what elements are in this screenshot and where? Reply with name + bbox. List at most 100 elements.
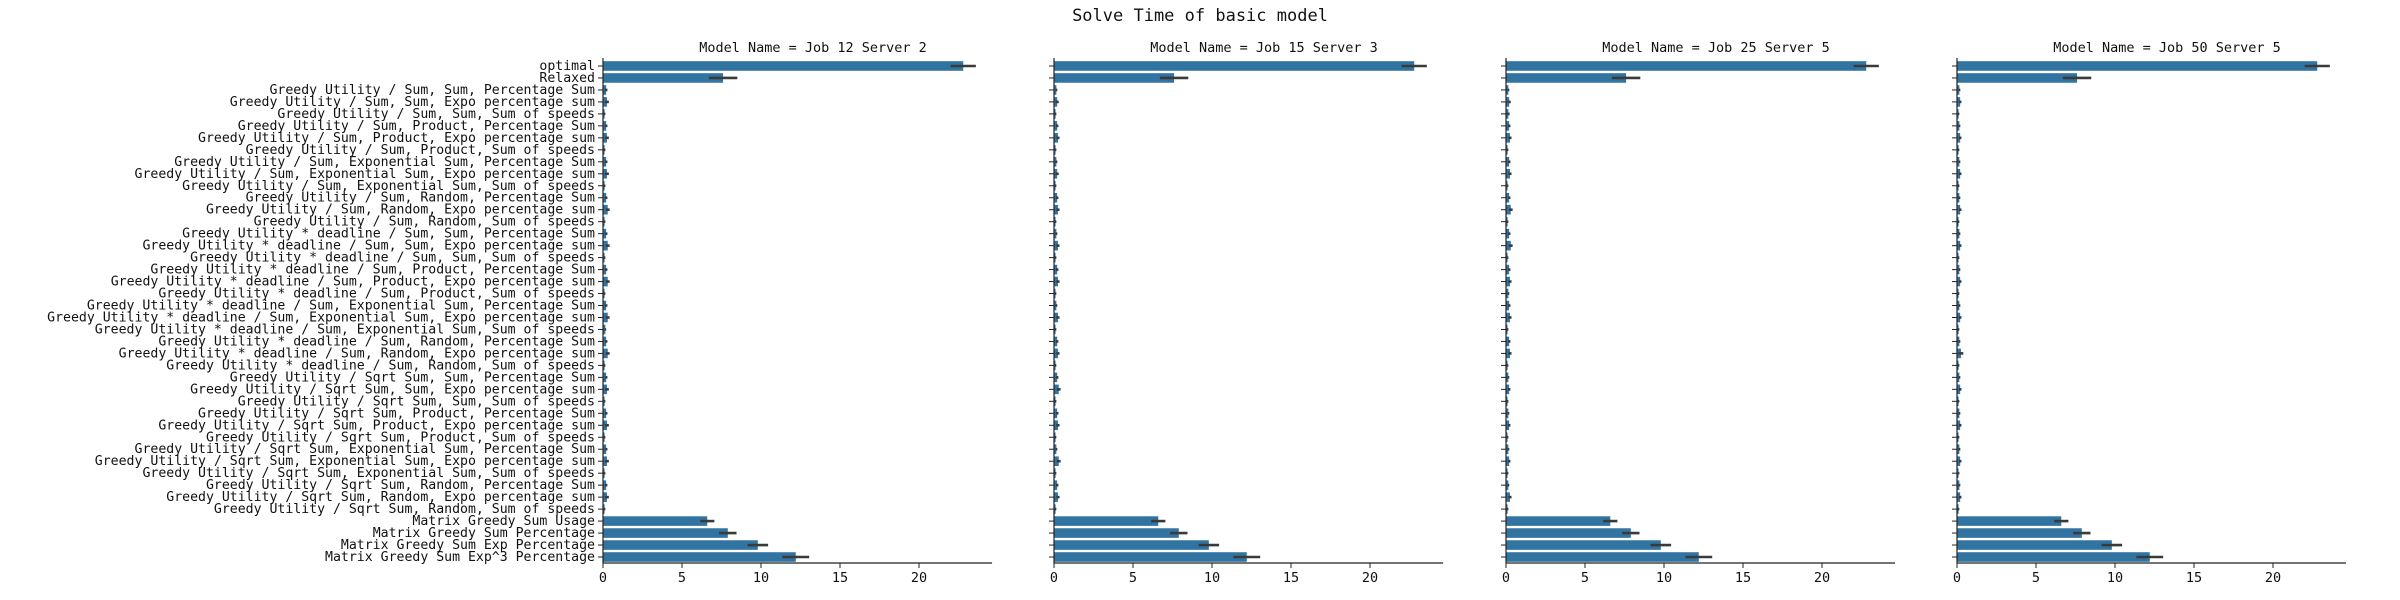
bar — [603, 133, 607, 143]
bar — [1054, 121, 1058, 131]
bar — [1957, 516, 2062, 526]
bar — [603, 73, 724, 83]
category-tick-label: Greedy Utility / Sqrt Sum, Sum, Percenta… — [230, 370, 595, 385]
bar — [1506, 168, 1510, 179]
bar — [1957, 456, 1961, 466]
bar — [1054, 73, 1175, 83]
x-tick-label: 15 — [1283, 570, 1299, 586]
bar — [1506, 133, 1510, 143]
category-tick-label: Greedy Utility * deadline / Sum, Exponen… — [87, 299, 595, 314]
bar — [1957, 73, 2078, 83]
bar — [603, 97, 607, 107]
bar — [1506, 456, 1510, 466]
category-tick-label: Greedy Utility * deadline / Sum, Exponen… — [47, 310, 595, 325]
bar — [1957, 480, 1960, 490]
bar — [1054, 192, 1058, 203]
category-tick-label: Greedy Utility * deadline / Sum, Product… — [158, 287, 595, 302]
bar — [1957, 240, 1961, 251]
bar — [1957, 133, 1961, 143]
category-tick-label: Matrix Greedy Sum Exp Percentage — [341, 538, 595, 553]
bar — [603, 336, 607, 347]
bar — [1506, 61, 1867, 71]
bar — [1506, 336, 1510, 347]
category-tick-label: Greedy Utility / Sum, Sum, Expo percenta… — [230, 95, 595, 110]
x-tick-label: 20 — [1362, 570, 1378, 586]
bar — [1957, 300, 1960, 311]
bar — [1957, 204, 1961, 215]
bar — [1506, 420, 1510, 431]
bar — [1054, 408, 1058, 419]
category-tick-label: Greedy Utility / Sqrt Sum, Sum, Sum of s… — [238, 394, 595, 409]
bar — [603, 312, 608, 323]
bar — [1957, 444, 1960, 455]
category-tick-label: Greedy Utility / Sqrt Sum, Product, Perc… — [198, 406, 595, 421]
bar — [603, 408, 607, 419]
bar — [1506, 540, 1661, 550]
category-tick-label: Greedy Utility / Sum, Sum, Sum of speeds — [277, 107, 595, 122]
bar — [603, 444, 607, 455]
category-tick-label: Greedy Utility / Sqrt Sum, Random, Perce… — [206, 478, 595, 493]
bar — [1957, 540, 2112, 550]
bar — [603, 540, 758, 550]
bar — [603, 348, 608, 359]
panel-title: Model Name = Job 50 Server 5 — [2053, 40, 2281, 56]
category-tick-label: Matrix Greedy Sum Percentage — [373, 526, 595, 541]
category-tick-label: Greedy Utility / Sum, Product, Expo perc… — [198, 131, 595, 146]
bar — [1054, 552, 1247, 562]
bar — [1506, 372, 1509, 383]
bar — [1506, 300, 1510, 311]
category-tick-label: Relaxed — [539, 71, 595, 86]
bar — [1054, 264, 1058, 275]
x-tick-label: 20 — [911, 570, 927, 586]
bar — [1957, 528, 2082, 538]
bar — [1054, 312, 1058, 323]
bar — [1506, 516, 1611, 526]
bar — [603, 85, 607, 95]
bar — [603, 528, 728, 538]
bar — [1506, 528, 1631, 538]
bar — [1054, 240, 1058, 251]
x-tick-label: 0 — [1050, 570, 1058, 586]
category-tick-label: Greedy Utility / Sqrt Sum, Exponential S… — [95, 454, 595, 469]
bar — [1506, 444, 1509, 455]
x-tick-label: 5 — [678, 570, 686, 586]
x-tick-label: 15 — [832, 570, 848, 586]
x-tick-label: 0 — [1502, 570, 1510, 586]
bar — [1957, 312, 1961, 323]
category-tick-label: Greedy Utility / Sqrt Sum, Sum, Expo per… — [190, 382, 595, 397]
bar — [603, 456, 607, 466]
panel-title: Model Name = Job 25 Server 5 — [1602, 40, 1830, 56]
bar — [1054, 456, 1059, 466]
bar — [1054, 85, 1057, 95]
bar — [1506, 348, 1510, 359]
bar — [1054, 348, 1058, 359]
bar — [603, 324, 606, 335]
x-tick-label: 0 — [1953, 570, 1961, 586]
category-tick-label: Matrix Greedy Sum Exp^3 Percentage — [325, 550, 595, 565]
bar — [1957, 192, 1960, 203]
bar — [603, 168, 607, 179]
bar — [1957, 336, 1960, 347]
bar — [1054, 228, 1057, 239]
category-tick-label: Greedy Utility * deadline / Sum, Exponen… — [95, 322, 595, 337]
bar — [1506, 204, 1511, 215]
bar — [1506, 157, 1510, 167]
bar — [1506, 384, 1510, 395]
category-tick-label: Greedy Utility / Sum, Random, Sum of spe… — [254, 215, 595, 230]
category-tick-label: Greedy Utility / Sqrt Sum, Exponential S… — [142, 466, 595, 481]
bar — [1506, 121, 1510, 131]
bar — [1957, 276, 1961, 287]
bar — [1506, 288, 1509, 299]
bar — [1054, 276, 1058, 287]
x-tick-label: 5 — [2032, 570, 2040, 586]
x-tick-label: 15 — [1735, 570, 1751, 586]
category-tick-label: Greedy Utility / Sqrt Sum, Product, Expo… — [158, 418, 595, 433]
bar — [1506, 480, 1509, 490]
bar — [603, 480, 607, 490]
bar — [1957, 157, 1960, 167]
bar — [1054, 540, 1209, 550]
x-tick-label: 10 — [753, 570, 769, 586]
category-tick-label: Greedy Utility / Sqrt Sum, Random, Expo … — [166, 490, 595, 505]
bar — [1506, 492, 1510, 502]
category-tick-label: Greedy Utility / Sum, Exponential Sum, P… — [174, 155, 595, 170]
